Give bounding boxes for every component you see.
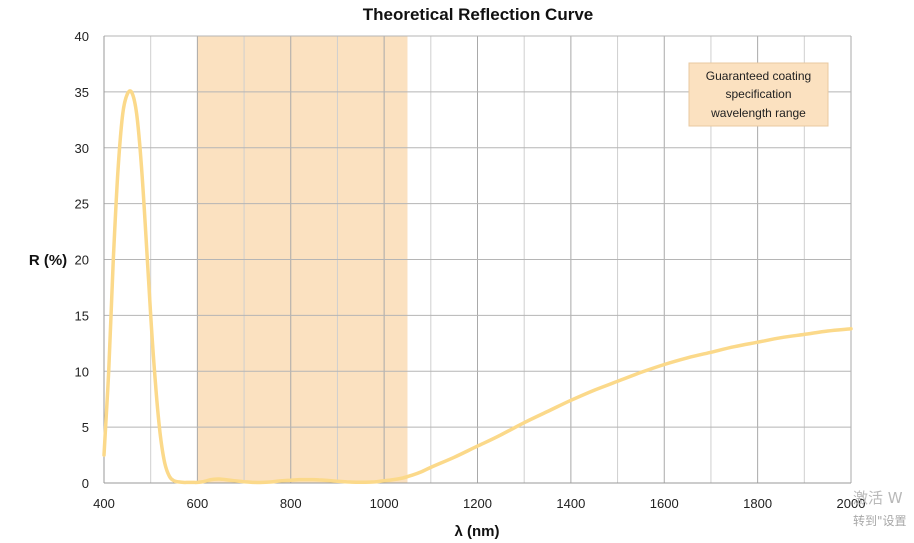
x-tick-label: 1200	[463, 496, 492, 511]
x-tick-label: 1800	[743, 496, 772, 511]
x-axis-title: λ (nm)	[455, 523, 500, 540]
y-axis-title: R (%)	[29, 252, 67, 269]
x-tick-labels: 400 600 800 1000 1200 1400 1600 1800 2000	[93, 496, 865, 511]
x-tick-label: 2000	[837, 496, 866, 511]
annotation-line-1: Guaranteed coating	[706, 69, 811, 83]
annotation-box	[688, 62, 829, 127]
x-tick-label: 400	[93, 496, 115, 511]
chart-title: Theoretical Reflection Curve	[363, 5, 594, 24]
y-tick-labels: 0 5 10 15 20 25 30 35 40	[75, 29, 89, 491]
x-tick-label: 1000	[370, 496, 399, 511]
y-tick-label: 30	[75, 141, 89, 156]
y-tick-label: 10	[75, 364, 89, 379]
grid-lines	[103, 35, 852, 484]
y-tick-label: 40	[75, 29, 89, 44]
watermark-line-2: 转到"设置	[853, 513, 907, 528]
x-tick-label: 1400	[556, 496, 585, 511]
y-tick-label: 25	[75, 197, 89, 212]
y-tick-label: 35	[75, 85, 89, 100]
x-tick-label: 600	[187, 496, 209, 511]
spec-range-annotation: Guaranteed coating specification wavelen…	[688, 62, 829, 127]
x-tick-label: 1600	[650, 496, 679, 511]
x-tick-label: 800	[280, 496, 302, 511]
reflection-curve-line	[102, 89, 853, 485]
annotation-line-3: wavelength range	[710, 106, 806, 120]
watermark-line-1: 激活 W	[853, 489, 903, 507]
annotation-line-2: specification	[725, 87, 791, 101]
y-tick-label: 0	[82, 476, 89, 491]
y-tick-label: 15	[75, 308, 89, 323]
y-tick-label: 20	[75, 253, 89, 268]
y-tick-label: 5	[82, 420, 89, 435]
